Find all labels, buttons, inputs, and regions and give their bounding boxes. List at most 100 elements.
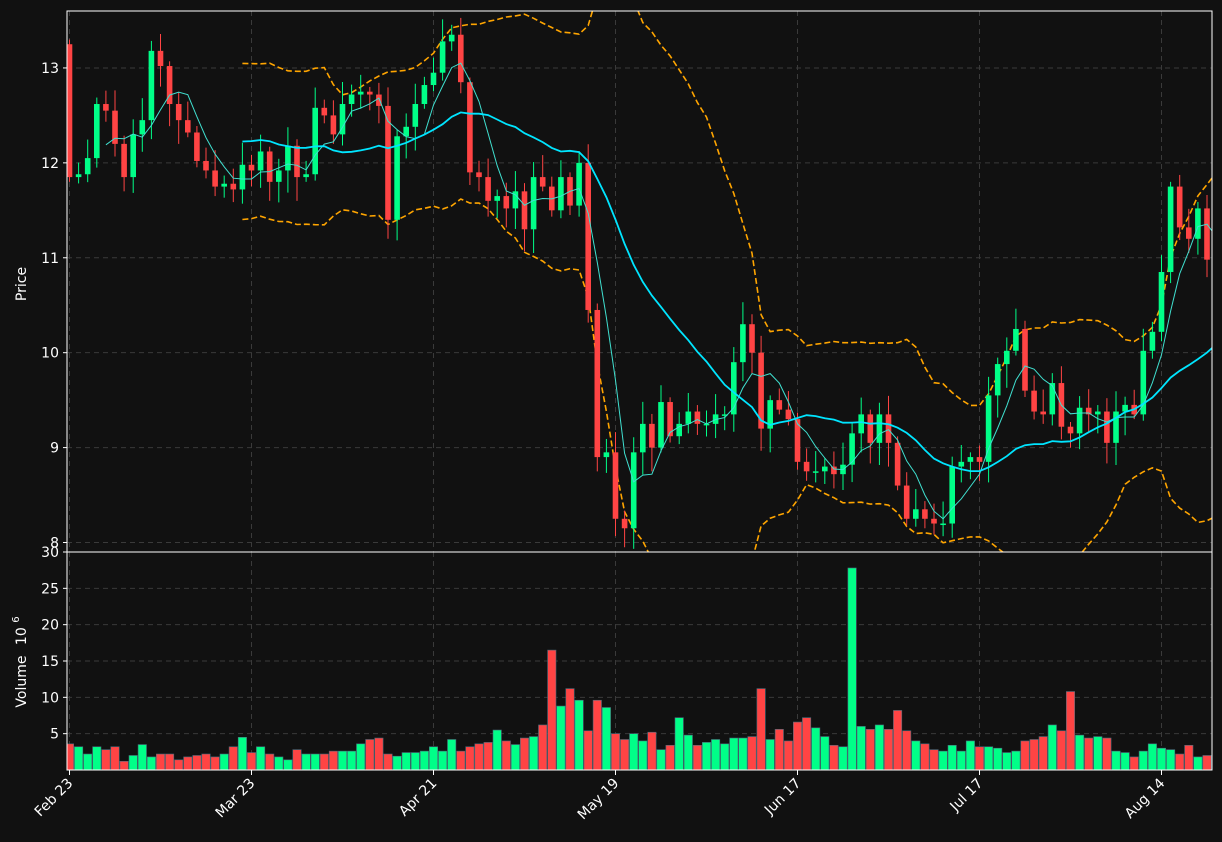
candle-body [803,461,810,472]
volume-bar [592,699,602,770]
price-y-tick-label: 12 [41,156,59,172]
volume-bar [365,739,375,770]
candle-body [248,164,255,171]
candle-body [221,183,227,187]
volume-bar [638,740,648,770]
volume-bar [1202,755,1212,770]
candle-body [1176,186,1183,228]
volume-bar [883,729,893,770]
volume-bar [174,759,184,770]
volume-bar [938,750,948,770]
candle-body [1195,208,1201,239]
candle-body [1085,407,1092,415]
price-y-tick-label: 11 [41,251,59,267]
volume-bar [1147,743,1157,770]
volume-bar [119,760,129,770]
volume-bar [984,746,994,770]
candle-body [494,196,500,201]
candle-body [621,518,628,529]
candle-body [230,183,237,190]
moving-average-long [242,111,1212,472]
volume-bar [456,750,466,770]
volume-bar [1193,756,1203,770]
candle-body [1031,390,1037,412]
volume-bar [1066,691,1076,770]
candle-body [266,151,273,182]
volume-bar [529,736,539,770]
candle-body [1013,328,1019,351]
candle-body [121,143,127,178]
candle-body [403,126,409,137]
candle-body [1022,328,1028,391]
candle-body [294,145,300,178]
volume-y-tick-label: 5 [50,727,59,743]
volume-bar [192,755,202,770]
volume-bar [256,746,266,770]
candle-body [731,362,737,415]
volume-bar [929,749,939,770]
candle-body [394,136,400,220]
volume-y-tick-label: 25 [41,581,59,597]
volume-bar [210,756,220,770]
candle-body [285,145,291,171]
candle-body [1167,186,1174,273]
volume-bar [692,744,702,770]
volume-bar [865,729,875,770]
moving-averages [105,62,1212,520]
volume-bar [519,737,529,770]
candle-body [367,91,373,95]
volume-bar [219,753,229,770]
candle-body [357,91,364,95]
volume-bar [265,753,275,770]
candle-body [485,177,491,201]
volume-bar [465,746,475,770]
candle-body [1140,350,1147,415]
volume-bar [556,705,566,770]
candle-body [194,132,200,161]
candle-body [412,104,419,127]
volume-bar [1011,750,1021,770]
candle-body [649,423,655,448]
volume-bar [1047,724,1057,770]
volume-bar [538,724,548,770]
candle-body [785,409,792,420]
volume-bar [956,750,966,770]
candle-body [576,162,582,206]
volume-bar [347,750,357,770]
volume-bar [1184,744,1194,770]
volume-bar [401,752,411,770]
volume-bar [610,733,620,770]
price-y-ticks: 8 9 10 11 12 13 [41,61,67,552]
candle-body [312,107,318,175]
candle-body [103,104,109,111]
candle-body [321,107,328,116]
candle-body [894,442,901,486]
volume-bar [510,744,520,770]
candle-body [640,423,646,453]
candle-body [1149,331,1156,351]
volume-bar [1120,752,1130,770]
volume-bar [629,733,639,770]
volume-bar [965,740,975,770]
price-axis-label: Price [14,267,30,301]
volume-y-ticks: 5 10 15 20 25 30 [41,545,67,743]
volume-bar [765,739,775,770]
candle-body [385,105,391,220]
candle-body [348,94,355,105]
volume-bar [547,649,557,770]
volume-bar [756,688,766,770]
candle-body [903,485,910,519]
price-y-tick-label: 8 [50,536,59,552]
volume-bar [447,739,457,770]
volume-bar [920,743,930,770]
candle-body [203,160,209,171]
candle-body [703,423,710,426]
candle-body [676,423,682,437]
volume-bar [283,759,293,770]
volume-bar [92,746,102,770]
volume-bar [1138,750,1148,770]
candle-body [831,466,837,475]
volume-bar [802,717,812,770]
volume-bar [1093,736,1103,770]
